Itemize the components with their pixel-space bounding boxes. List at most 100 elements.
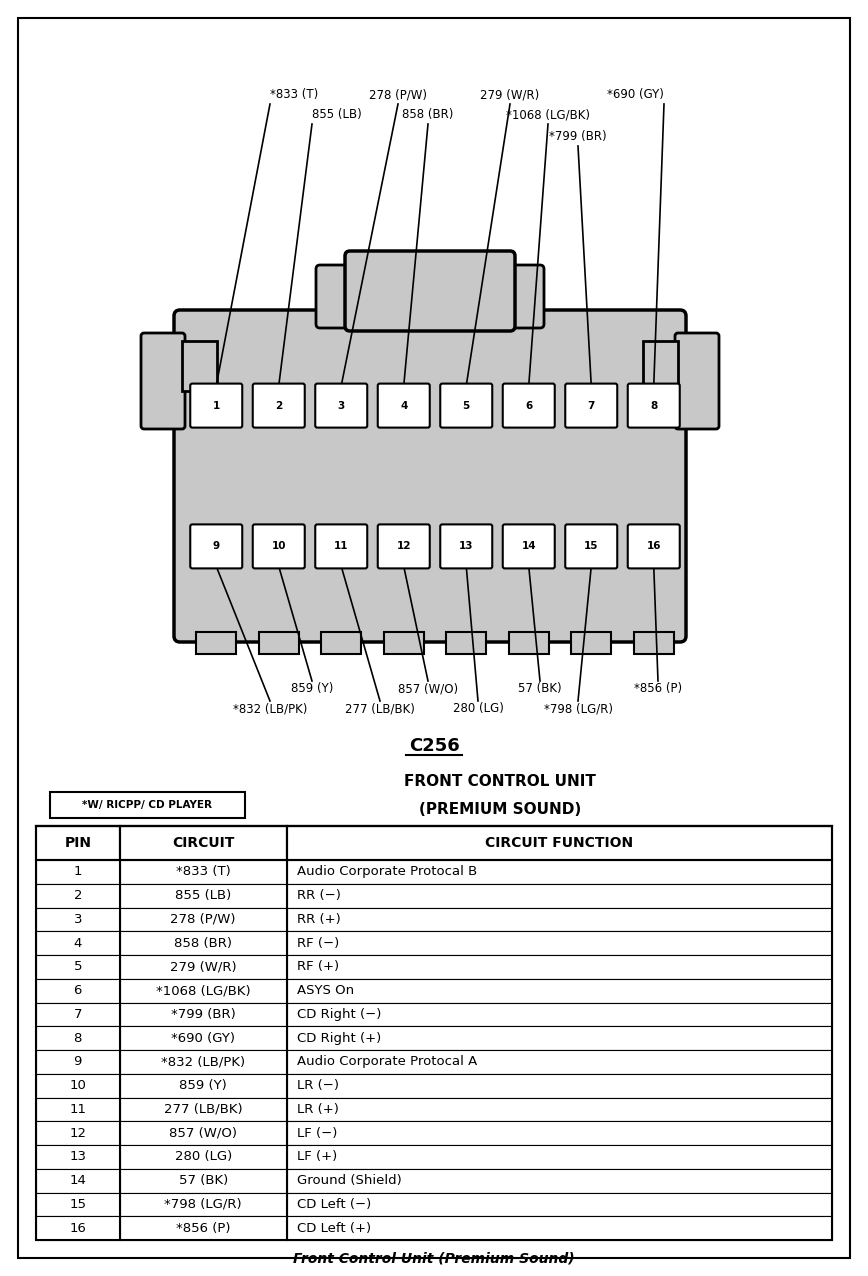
Text: 12: 12 bbox=[69, 1127, 86, 1139]
Text: 11: 11 bbox=[334, 541, 348, 551]
Text: 859 (Y): 859 (Y) bbox=[180, 1079, 227, 1092]
FancyBboxPatch shape bbox=[315, 384, 367, 427]
Text: LF (−): LF (−) bbox=[297, 1127, 337, 1139]
Bar bbox=[120, 860, 286, 884]
Text: 280 (LG): 280 (LG) bbox=[452, 702, 503, 715]
Text: 5: 5 bbox=[463, 401, 470, 411]
Bar bbox=[634, 632, 674, 655]
Bar bbox=[321, 632, 361, 655]
Bar bbox=[36, 1026, 120, 1050]
Bar bbox=[120, 979, 286, 1003]
Bar bbox=[120, 1050, 286, 1073]
Bar bbox=[36, 1145, 120, 1169]
Text: 7: 7 bbox=[74, 1008, 82, 1021]
Bar bbox=[120, 954, 286, 979]
Bar bbox=[446, 632, 486, 655]
Bar bbox=[36, 931, 120, 954]
Text: 855 (LB): 855 (LB) bbox=[175, 889, 231, 902]
FancyBboxPatch shape bbox=[182, 341, 217, 390]
Bar bbox=[120, 1216, 286, 1240]
Bar bbox=[36, 979, 120, 1003]
Bar bbox=[120, 931, 286, 954]
Text: *856 (P): *856 (P) bbox=[176, 1221, 230, 1235]
FancyBboxPatch shape bbox=[643, 341, 678, 390]
Text: *1068 (LG/BK): *1068 (LG/BK) bbox=[506, 108, 590, 121]
Bar bbox=[36, 1073, 120, 1097]
Text: 279 (W/R): 279 (W/R) bbox=[170, 961, 236, 974]
Text: *832 (LB/PK): *832 (LB/PK) bbox=[161, 1055, 246, 1068]
Text: 57 (BK): 57 (BK) bbox=[179, 1174, 227, 1187]
Bar bbox=[286, 907, 832, 931]
Text: 859 (Y): 859 (Y) bbox=[291, 681, 333, 695]
Bar bbox=[286, 1216, 832, 1240]
Bar bbox=[36, 954, 120, 979]
Text: 857 (W/O): 857 (W/O) bbox=[169, 1127, 237, 1139]
Text: 13: 13 bbox=[69, 1151, 86, 1164]
Bar bbox=[36, 826, 120, 860]
Text: 1: 1 bbox=[74, 865, 82, 878]
FancyBboxPatch shape bbox=[316, 265, 544, 328]
FancyBboxPatch shape bbox=[253, 524, 305, 568]
Bar bbox=[120, 1073, 286, 1097]
Bar bbox=[50, 792, 245, 818]
FancyBboxPatch shape bbox=[190, 384, 242, 427]
Text: 3: 3 bbox=[338, 401, 345, 411]
Text: 15: 15 bbox=[584, 541, 599, 551]
Text: 4: 4 bbox=[400, 401, 407, 411]
Text: CD Left (+): CD Left (+) bbox=[297, 1221, 371, 1235]
Text: 277 (LB/BK): 277 (LB/BK) bbox=[164, 1102, 242, 1116]
Text: 280 (LG): 280 (LG) bbox=[174, 1151, 232, 1164]
Bar bbox=[286, 1097, 832, 1122]
Bar bbox=[120, 826, 286, 860]
FancyBboxPatch shape bbox=[565, 384, 617, 427]
Bar bbox=[120, 907, 286, 931]
Text: 2: 2 bbox=[74, 889, 82, 902]
Text: 2: 2 bbox=[275, 401, 282, 411]
Text: *798 (LG/R): *798 (LG/R) bbox=[543, 702, 613, 715]
Text: 6: 6 bbox=[74, 984, 82, 997]
Text: CD Left (−): CD Left (−) bbox=[297, 1198, 371, 1211]
Bar bbox=[120, 1193, 286, 1216]
FancyBboxPatch shape bbox=[190, 524, 242, 568]
Text: 855 (LB): 855 (LB) bbox=[312, 108, 362, 121]
Text: ASYS On: ASYS On bbox=[297, 984, 354, 997]
Text: PIN: PIN bbox=[64, 836, 91, 850]
Text: 858 (BR): 858 (BR) bbox=[402, 108, 454, 121]
Bar bbox=[36, 1216, 120, 1240]
FancyBboxPatch shape bbox=[503, 384, 555, 427]
Text: Audio Corporate Protocal A: Audio Corporate Protocal A bbox=[297, 1055, 477, 1068]
Text: 14: 14 bbox=[522, 541, 536, 551]
Text: *833 (T): *833 (T) bbox=[176, 865, 231, 878]
Text: 857 (W/O): 857 (W/O) bbox=[398, 681, 458, 695]
FancyBboxPatch shape bbox=[378, 524, 430, 568]
Text: 13: 13 bbox=[459, 541, 474, 551]
Text: *690 (GY): *690 (GY) bbox=[171, 1031, 235, 1045]
Bar bbox=[286, 954, 832, 979]
Text: LF (+): LF (+) bbox=[297, 1151, 337, 1164]
Text: 4: 4 bbox=[74, 937, 82, 949]
Text: *856 (P): *856 (P) bbox=[634, 681, 682, 695]
Text: 15: 15 bbox=[69, 1198, 86, 1211]
Bar bbox=[36, 1097, 120, 1122]
FancyBboxPatch shape bbox=[378, 384, 430, 427]
Bar bbox=[120, 1003, 286, 1026]
Text: 14: 14 bbox=[69, 1174, 86, 1187]
FancyBboxPatch shape bbox=[440, 384, 492, 427]
Bar bbox=[286, 826, 832, 860]
Text: 11: 11 bbox=[69, 1102, 86, 1116]
Text: *799 (BR): *799 (BR) bbox=[549, 130, 607, 143]
Bar bbox=[384, 632, 424, 655]
Text: 16: 16 bbox=[647, 541, 661, 551]
FancyBboxPatch shape bbox=[141, 333, 185, 429]
Bar bbox=[120, 1097, 286, 1122]
Text: Front Control Unit (Premium Sound): Front Control Unit (Premium Sound) bbox=[293, 1252, 575, 1266]
Text: 10: 10 bbox=[272, 541, 286, 551]
Bar bbox=[286, 1003, 832, 1026]
Text: 57 (BK): 57 (BK) bbox=[518, 681, 562, 695]
Text: 1: 1 bbox=[213, 401, 220, 411]
Text: 6: 6 bbox=[525, 401, 532, 411]
Text: CD Right (−): CD Right (−) bbox=[297, 1008, 381, 1021]
Text: 278 (P/W): 278 (P/W) bbox=[170, 912, 236, 926]
Bar bbox=[120, 1026, 286, 1050]
Text: 5: 5 bbox=[74, 961, 82, 974]
